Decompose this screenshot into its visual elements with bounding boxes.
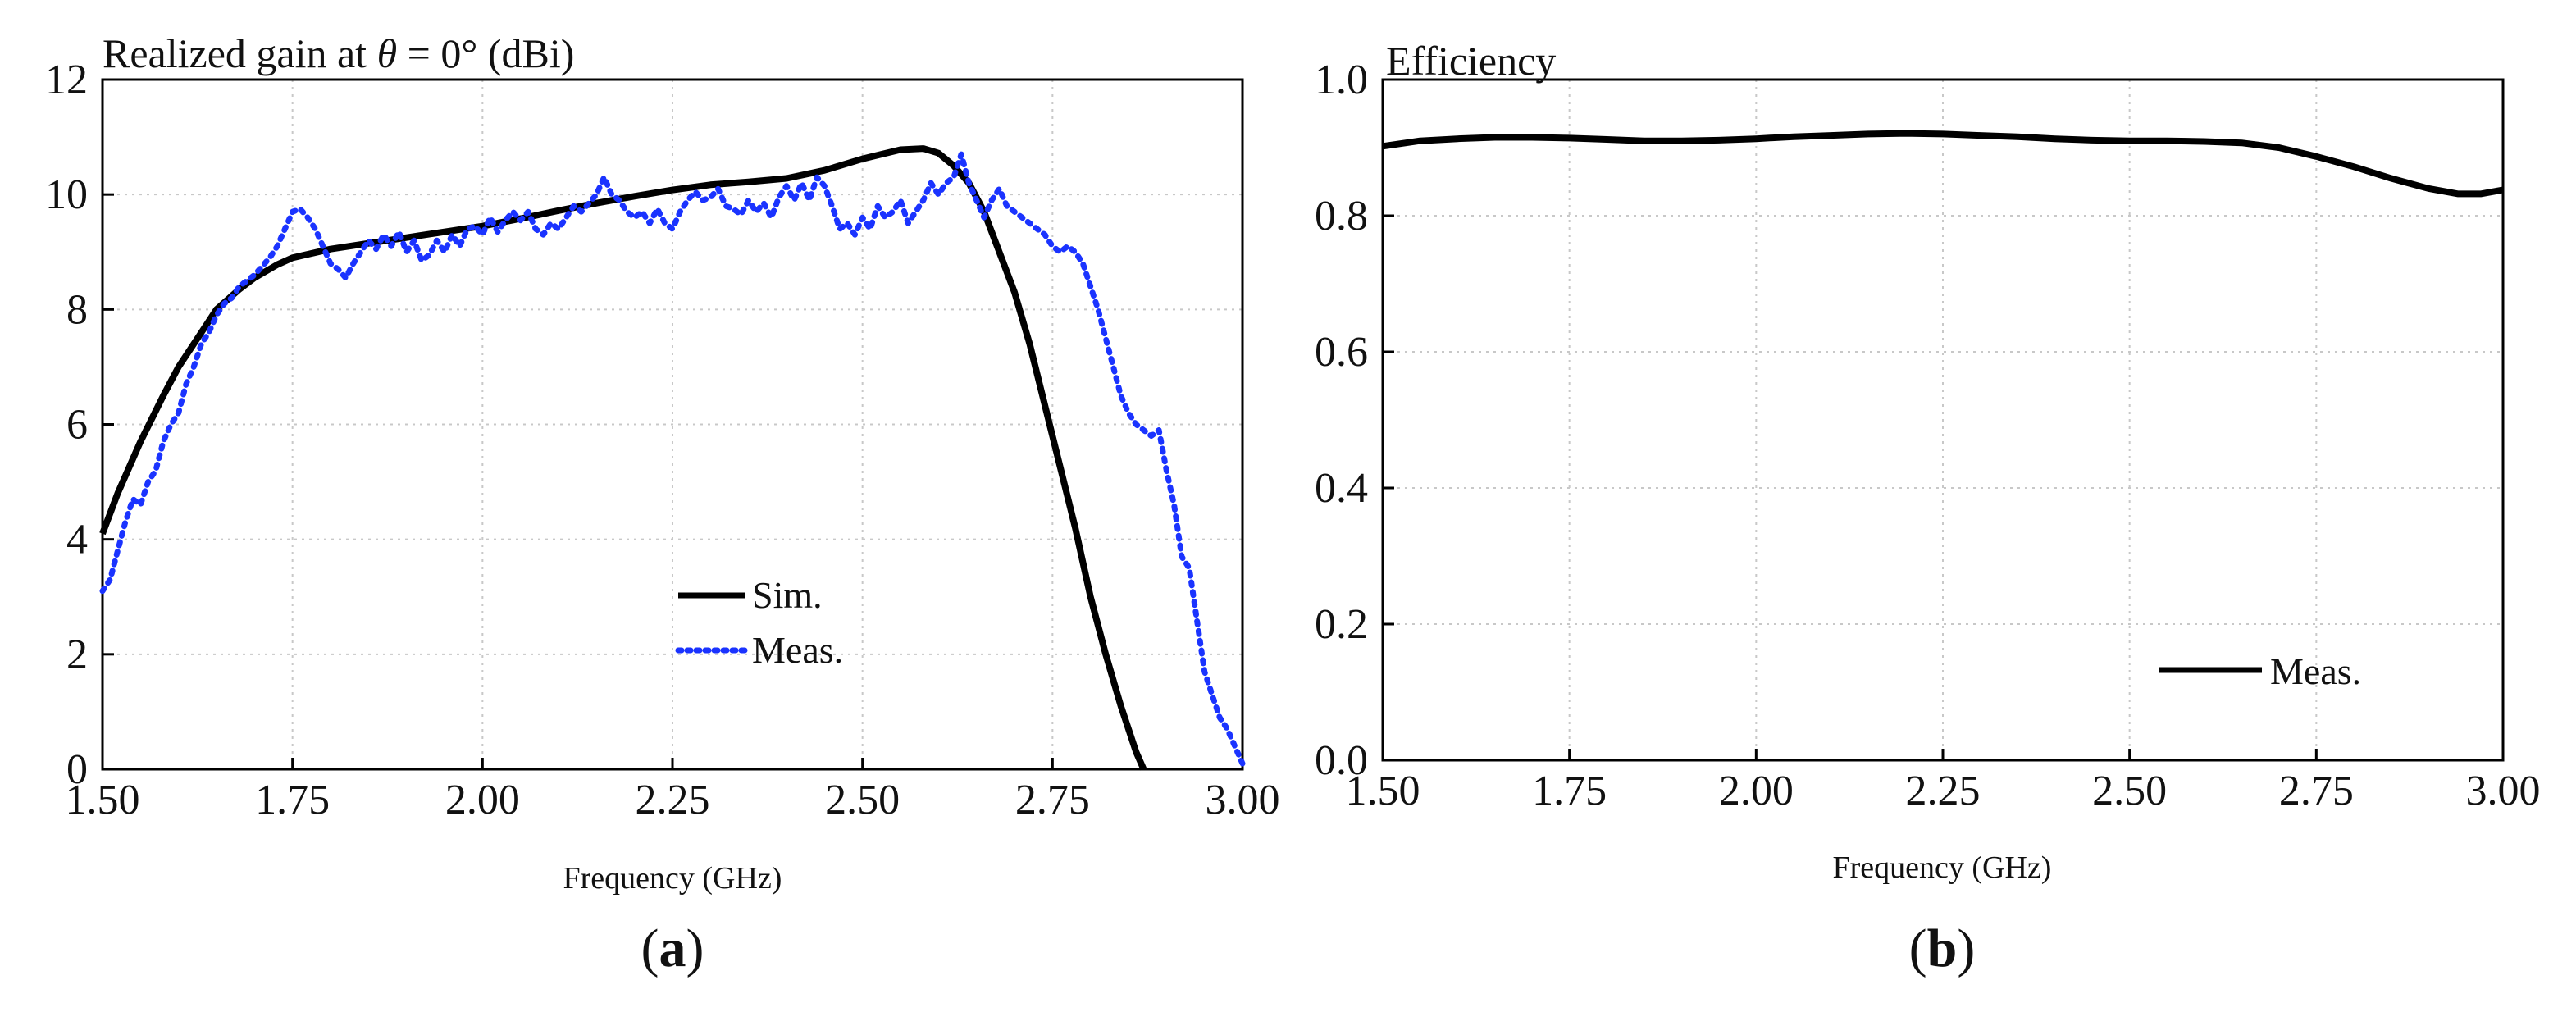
panel-a-title-suffix: = 0° (dBi)	[397, 30, 574, 76]
panel-a-caption: (a)	[641, 919, 704, 978]
panel-a-x-tick-label: 2.00	[445, 777, 520, 823]
panel-a-y-tick-label: 4	[66, 517, 88, 563]
panel-b-x-tick-label: 2.25	[1906, 768, 1981, 814]
panel-a-y-ticks: 0 2 4 6 8 10 12	[45, 57, 114, 793]
panel-b-x-tick-label: 1.50	[1346, 768, 1420, 814]
panel-a-gain-chart: 1.50 1.75 2.00 2.25 2.50 2.75 3.00 0 2 4 6 8 10 12 R…	[45, 30, 1280, 896]
panel-a-x-ticks: 1.50 1.75 2.00 2.25 2.50 2.75 3.00	[66, 758, 1280, 823]
panel-b-efficiency-chart: 1.50 1.75 2.00 2.25 2.50 2.75 3.00 0.00.20.40.…	[1315, 38, 2541, 885]
panel-b-y-tick-label: 0.4	[1315, 465, 1368, 512]
panel-b-series-meas-line	[1382, 130, 2504, 198]
panel-a-x-tick-label: 2.75	[1015, 777, 1090, 823]
panel-b-caption: (b)	[1909, 919, 1976, 978]
panel-a-y-tick-label: 6	[66, 402, 88, 449]
panel-a-x-tick-label: 3.00	[1206, 777, 1280, 823]
panel-a-legend: Sim. Meas.	[675, 574, 843, 671]
panel-b-x-axis-title: Frequency (GHz)	[1833, 850, 2052, 885]
panel-a-title-theta: θ	[377, 30, 398, 76]
panel-b-caption-letter: b	[1927, 919, 1958, 978]
panel-a-caption-letter: a	[659, 919, 686, 978]
panel-b-y-ticks: 0.0 0.2 0.4 0.6 0.8 1.0	[1315, 57, 1394, 784]
panel-b-y-tick-label: 0.6	[1315, 329, 1368, 376]
panel-a-y-tick-label: 10	[45, 171, 88, 218]
panel-b-x-tick-label: 1.75	[1532, 768, 1607, 814]
panel-a-y-tick-label: 12	[45, 57, 88, 103]
panel-b-y-tick-label: 0.0	[1315, 737, 1368, 784]
panel-a-series	[99, 145, 1246, 771]
panel-a-x-tick-label: 1.50	[66, 777, 140, 823]
panel-b-x-tick-label: 2.75	[2279, 768, 2354, 814]
panel-b-grid	[1383, 80, 2503, 760]
panel-b-title: Efficiency	[1386, 38, 1556, 84]
panel-a-title: Realized gain at θ = 0° (dBi)	[103, 30, 574, 76]
panel-b-x-tick-label: 2.50	[2092, 768, 2167, 814]
panel-b-x-ticks: 1.50 1.75 2.00 2.25 2.50 2.75 3.00	[1346, 749, 2541, 814]
panel-a-x-tick-label: 2.25	[636, 777, 710, 823]
panel-a-title-prefix: Realized gain at	[103, 30, 377, 76]
panel-a-y-tick-label: 8	[66, 286, 88, 333]
panel-a-y-tick-label: 0	[66, 746, 88, 793]
panel-b-series	[1382, 130, 2504, 198]
panel-b-y-tick-label: 1.0	[1315, 57, 1368, 103]
panel-b-y-tick-label: 0.8	[1315, 193, 1368, 239]
panel-a-y-tick-label: 2	[66, 631, 88, 678]
panel-b-y-tick-label: 0.2	[1315, 601, 1368, 648]
panel-b-x-tick-label: 3.00	[2466, 768, 2541, 814]
panel-b-legend-meas-label: Meas.	[2270, 650, 2361, 692]
panel-a-x-tick-label: 1.75	[255, 777, 330, 823]
panel-a-series-sim-line	[99, 145, 1147, 771]
panel-a-legend-meas-label: Meas.	[752, 629, 843, 671]
panel-a-grid	[103, 80, 1242, 769]
panel-b-x-tick-label: 2.00	[1719, 768, 1794, 814]
panel-a-x-tick-label: 2.50	[825, 777, 900, 823]
panel-a-legend-sim-label: Sim.	[752, 574, 823, 616]
panel-a-series-meas-line	[99, 151, 1246, 767]
panel-a-x-axis-title: Frequency (GHz)	[563, 861, 782, 896]
panel-b-legend: Meas.	[2159, 650, 2361, 692]
